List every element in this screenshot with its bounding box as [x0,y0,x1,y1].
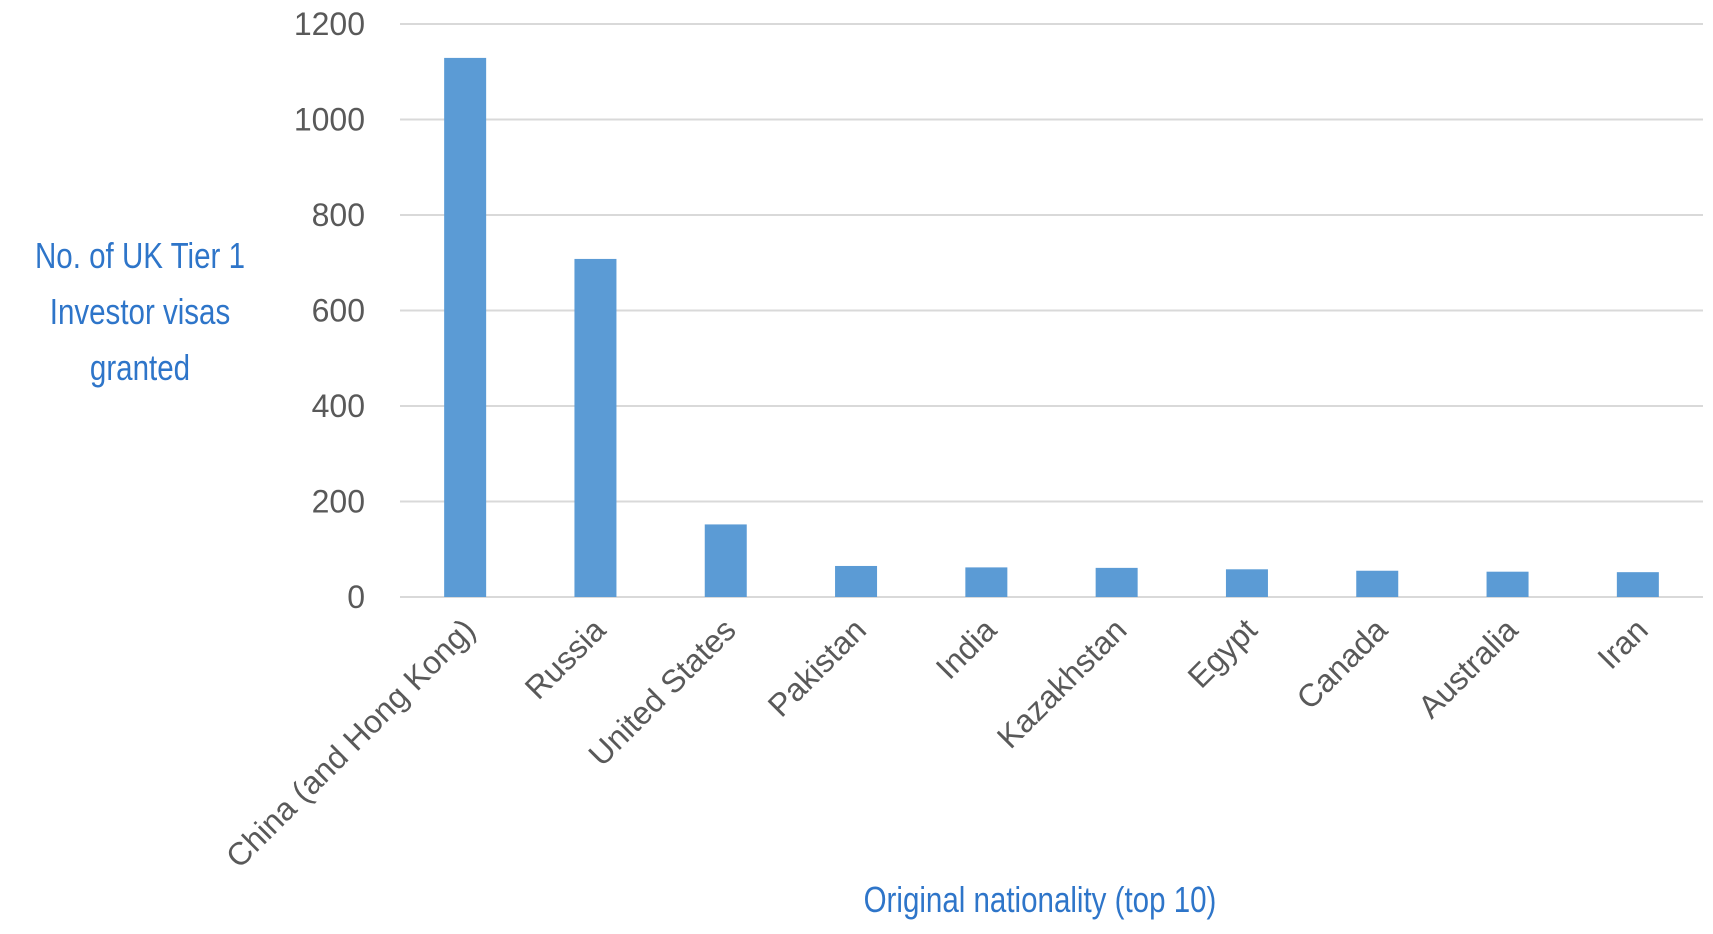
x-tick-label: Russia [518,611,613,706]
bar [1095,567,1138,597]
x-axis-title: Original nationality (top 10) [863,879,1217,920]
bar [835,565,878,597]
bar [1225,569,1268,597]
y-axis-title-line-1: No. of UK Tier 1 [34,235,245,276]
bar [1486,571,1529,597]
y-tick-label: 1200 [294,6,365,42]
gridlines [400,23,1703,598]
bar [1616,572,1659,597]
y-tick-label: 800 [312,197,365,233]
x-tick-label: India [929,611,1004,686]
y-tick-label: 0 [347,579,365,615]
y-tick-label: 1000 [294,102,365,138]
bar [444,57,487,597]
x-tick-label: Iran [1590,611,1654,675]
bar [574,258,617,597]
x-tick-label: Egypt [1181,611,1264,694]
x-tick-label: Pakistan [761,611,873,723]
bars [444,57,1659,597]
y-axis-title-line-3: granted [89,347,191,388]
x-tick-label: Australia [1411,611,1525,725]
y-axis-title-line-2: Investor visas [49,291,231,332]
y-tick-label: 400 [312,388,365,424]
bar [1356,570,1399,597]
x-tick-label: China (and Hong Kong) [219,611,482,874]
y-tick-label: 600 [312,293,365,329]
x-tick-label: Canada [1289,611,1394,716]
bar [704,524,747,597]
y-axis-ticks: 0 200 400 600 800 1000 1200 [294,6,365,615]
x-tick-label: Kazakhstan [990,611,1134,755]
y-axis-title: No. of UK Tier 1 Investor visas granted [25,228,255,396]
y-tick-label: 200 [312,484,365,520]
bar [965,567,1008,597]
